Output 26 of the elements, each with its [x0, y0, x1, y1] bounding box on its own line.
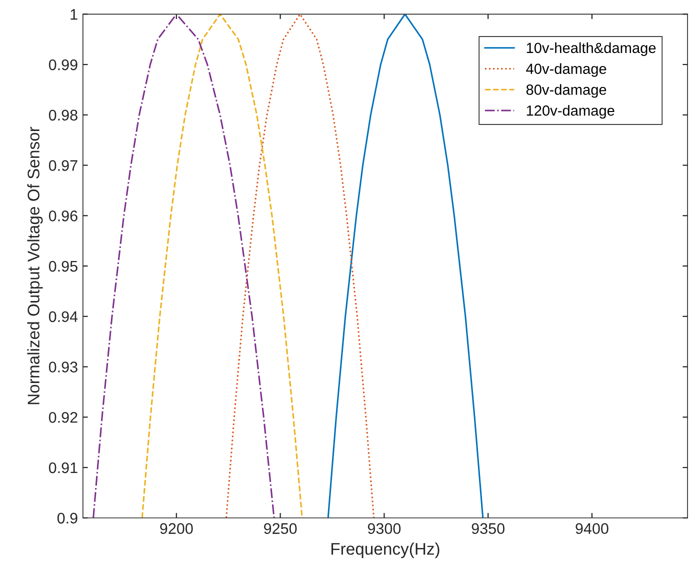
- y-tick-label: 0.93: [48, 362, 78, 372]
- y-tick-label: 1: [70, 9, 78, 20]
- y-tick-label: 0.97: [48, 160, 78, 171]
- x-tick-label: 9300: [368, 523, 401, 534]
- y-tick-label: 0.91: [48, 462, 78, 474]
- line-series: [327, 14, 484, 518]
- x-axis-title: Frequency(Hz): [331, 542, 440, 558]
- line-series: [92, 14, 275, 518]
- y-axis-title: Normalized Output Voltage Of Sensor: [27, 126, 43, 404]
- legend-label: 10v-health&damage: [526, 42, 656, 56]
- y-tick-label: 0.99: [48, 59, 78, 70]
- y-tick-label: 0.9: [57, 512, 78, 524]
- line-series: [141, 14, 303, 518]
- y-tick-label: 0.95: [48, 260, 78, 272]
- y-tick-label: 0.98: [48, 110, 78, 121]
- y-tick-label: 0.96: [48, 210, 78, 222]
- legend-label: 120v-damage: [526, 105, 614, 119]
- legend-label: 80v-damage: [526, 84, 606, 98]
- y-tick-label: 0.94: [48, 311, 78, 322]
- x-tick-label: 9250: [264, 523, 297, 534]
- line-series: [226, 14, 375, 518]
- x-tick-label: 9400: [576, 523, 608, 534]
- x-tick-label: 9200: [160, 523, 193, 534]
- x-tick-label: 9350: [472, 523, 504, 534]
- y-tick-label: 0.92: [48, 412, 78, 423]
- legend-label: 40v-damage: [526, 63, 606, 77]
